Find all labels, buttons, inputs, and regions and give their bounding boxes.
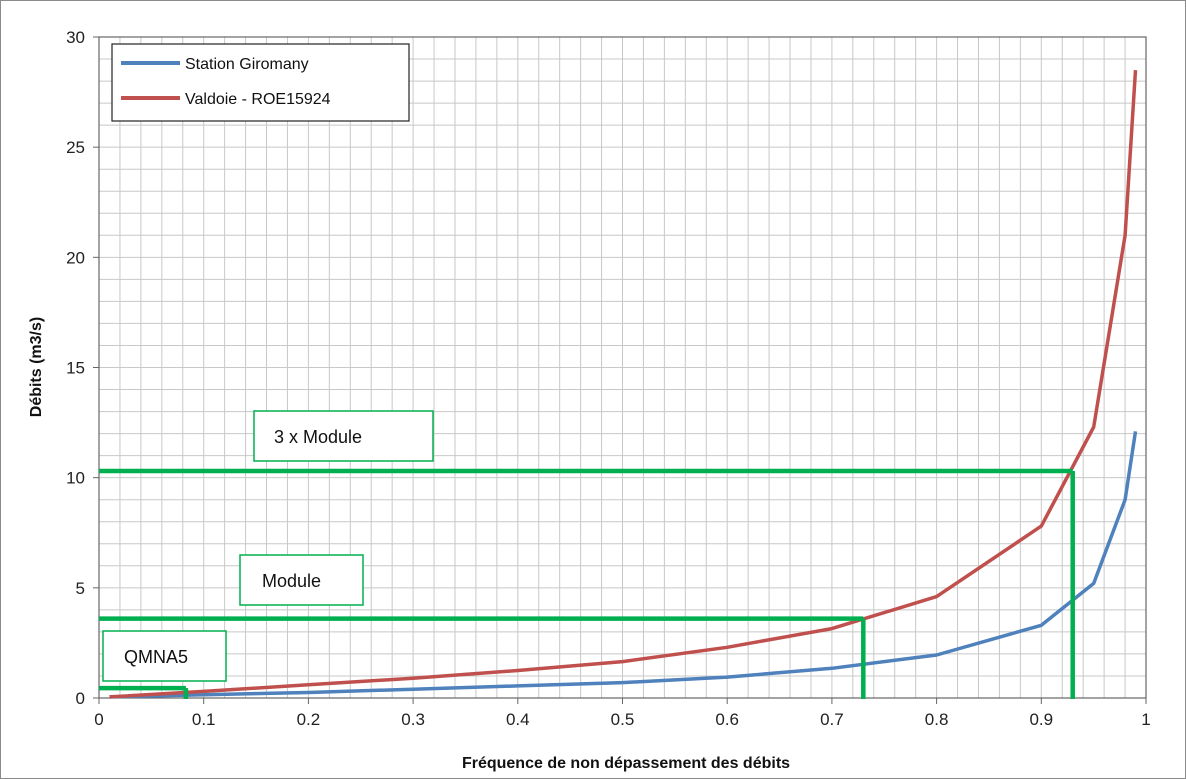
y-tick-labels: 0 5 10 15 20 25 30 [66,28,99,708]
annotation-box [253,410,434,462]
y-tick-label: 0 [76,689,85,708]
legend: Station Giromany Valdoie - ROE15924 [111,43,410,122]
y-tick-label: 10 [66,469,85,488]
y-tick-label: 30 [66,28,85,47]
x-tick-label: 0.9 [1029,710,1053,729]
x-tick-label: 0.4 [506,710,530,729]
x-tick-label: 0.5 [611,710,635,729]
x-tick-label: 0 [94,710,103,729]
annotation-label: QMNA5 [124,647,188,667]
annotations: 3 x Module Module QMNA5 [99,410,1075,699]
y-axis-title: Débits (m3/s) [28,317,45,417]
legend-label-valdoie: Valdoie - ROE15924 [185,91,331,108]
y-tick-label: 15 [66,359,85,378]
x-tick-label: 0.6 [715,710,739,729]
x-tick-label: 0.8 [925,710,949,729]
x-tick-label: 0.1 [192,710,216,729]
y-tick-label: 5 [76,579,85,598]
annotation-label: 3 x Module [274,427,362,447]
series-lines [109,69,1138,699]
x-tick-label: 0.3 [401,710,425,729]
y-tick-label: 20 [66,248,85,267]
x-axis-title: Fréquence de non dépassement des débits [462,755,790,772]
series-line-valdoie [109,69,1138,699]
legend-label-giromany: Station Giromany [185,56,309,73]
y-tick-label: 25 [66,138,85,157]
annotation-label: Module [262,571,321,591]
x-tick-label: 0.7 [820,710,844,729]
x-tick-label: 1 [1141,710,1150,729]
x-tick-label: 0.2 [297,710,321,729]
x-tick-labels: 0 0.1 0.2 0.3 0.4 0.5 0.6 0.7 0.8 0.9 1 [94,698,1151,729]
series-line-giromany [109,431,1138,699]
annotation-box [102,630,227,682]
annotation-box [239,554,364,606]
legend-box [111,43,410,122]
